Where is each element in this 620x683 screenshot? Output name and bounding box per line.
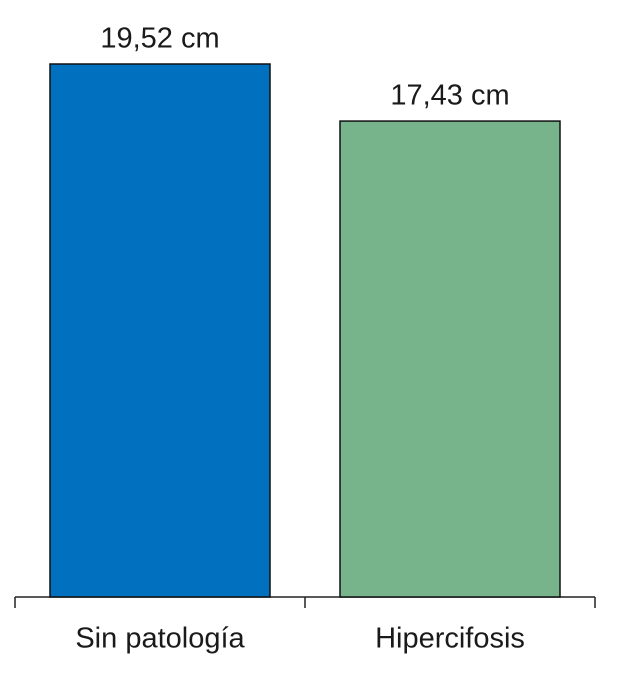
bar <box>339 120 561 598</box>
bar <box>49 63 271 598</box>
x-tick-label: Hipercifosis <box>375 623 525 655</box>
value-label: 17,43 cm <box>390 80 509 112</box>
x-tick-label: Sin patología <box>75 623 245 655</box>
value-label: 19,52 cm <box>100 23 219 55</box>
